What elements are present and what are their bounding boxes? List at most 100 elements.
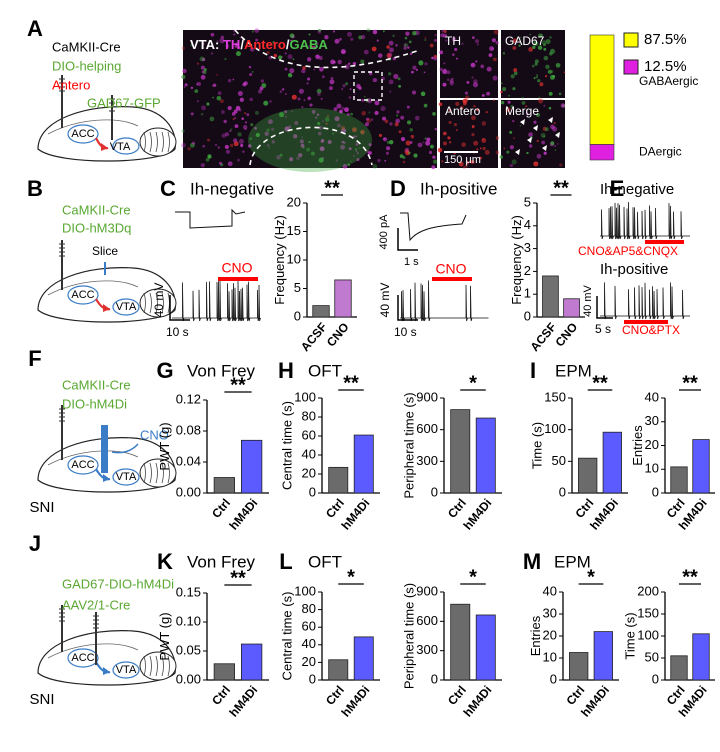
micrograph-cell	[216, 95, 222, 101]
micrograph-cell	[372, 78, 377, 83]
arrow-head	[103, 474, 110, 482]
legend-label: 87.5%	[644, 31, 687, 48]
micrograph-cell	[284, 67, 288, 71]
micrograph-cell	[552, 75, 556, 78]
y-tick-label: 0	[559, 484, 566, 499]
micrograph-cell	[509, 130, 513, 134]
micrograph-cell	[184, 83, 188, 87]
panel-heading: Von Frey	[187, 552, 256, 571]
y-tick-label: 100	[294, 583, 316, 598]
micrograph-cell	[481, 93, 485, 97]
micrograph-cell	[269, 100, 272, 103]
micrograph-cell	[377, 158, 381, 163]
micrograph-cell	[450, 77, 454, 81]
micrograph-cell	[202, 42, 205, 45]
micrograph-cell	[383, 137, 386, 140]
micrograph-cell	[392, 34, 395, 38]
micrograph-cell	[243, 81, 248, 86]
micrograph-cell	[320, 97, 323, 100]
micrograph-cell	[386, 53, 392, 59]
micrograph-cell	[533, 120, 537, 124]
micrograph-cell	[511, 159, 517, 165]
micrograph-cell	[486, 91, 491, 96]
micrograph-cell	[224, 144, 229, 149]
micrograph-cell	[344, 107, 349, 113]
panel-heading: OFT	[308, 552, 342, 571]
micrograph-cell	[536, 74, 539, 77]
micrograph-cell	[296, 156, 300, 161]
micrograph-cell	[510, 74, 515, 79]
micrograph-cell	[298, 153, 303, 158]
micrograph-cell	[350, 37, 354, 41]
micrograph-cell	[445, 39, 448, 42]
micrograph-cell	[237, 158, 240, 162]
micrograph-cell	[347, 163, 351, 167]
micrograph-cell	[372, 29, 378, 35]
micrograph-cell	[217, 146, 220, 149]
micrograph-cell	[534, 62, 538, 66]
micrograph-cell	[317, 122, 321, 126]
micrograph-cell	[181, 74, 186, 80]
micrograph-cell	[488, 53, 493, 57]
micrograph-cell	[479, 147, 482, 150]
y-tick-label: 40	[543, 583, 557, 598]
micrograph-cell	[396, 114, 399, 117]
micrograph-cell	[405, 31, 410, 36]
micrograph-cell	[476, 148, 479, 151]
y-axis-label: Central time (s)	[280, 592, 295, 681]
panel-heading: EPM	[554, 552, 591, 571]
micrograph-cell	[320, 139, 324, 144]
micrograph-cell	[499, 155, 503, 159]
micrograph-cell	[293, 134, 298, 139]
micrograph-cell	[476, 108, 480, 112]
label: SNI	[29, 499, 54, 516]
micrograph-cell	[549, 48, 556, 54]
micrograph-cell	[351, 127, 357, 133]
micrograph-cell	[287, 72, 293, 78]
panel-heading: EPM	[555, 361, 592, 380]
cno-cannula	[101, 425, 108, 473]
micrograph-cell	[443, 62, 446, 65]
micrograph-cell	[459, 105, 464, 110]
micrograph-cell	[272, 41, 275, 44]
significance-label: **	[230, 567, 246, 589]
y-tick-label: 150	[544, 389, 566, 404]
micrograph-cell	[312, 45, 317, 50]
label: VTA	[110, 141, 131, 153]
micrograph-cell	[250, 123, 254, 127]
micrograph-cell	[284, 115, 287, 118]
label: Slice	[92, 244, 118, 258]
micrograph-cell	[348, 147, 352, 151]
micrograph-cell	[260, 79, 264, 83]
micrograph-cell	[344, 64, 350, 70]
y-tick-label: 300	[416, 642, 438, 657]
micrograph-cell	[350, 160, 352, 163]
micrograph-cell	[368, 71, 373, 76]
micrograph-cell	[354, 147, 358, 151]
micrograph-cell	[224, 132, 230, 137]
arrowhead	[527, 137, 532, 143]
micrograph-cell	[417, 142, 423, 148]
micrograph-cell	[387, 72, 392, 76]
micrograph-cell	[449, 81, 455, 86]
panel-letter: D	[390, 176, 406, 201]
cerebellum-fold	[143, 131, 146, 153]
micrograph-cell	[550, 141, 555, 146]
micrograph-title-part: VTA:	[190, 37, 223, 52]
cortex-line	[47, 119, 139, 135]
y-tick-label: 0	[309, 671, 316, 686]
micrograph-cell	[528, 47, 533, 52]
micrograph-cell	[248, 65, 252, 69]
micrograph-cell	[358, 86, 362, 90]
micrograph-cell	[397, 77, 401, 81]
micrograph-cell	[455, 101, 460, 106]
micrograph-cell	[464, 164, 468, 168]
micrograph-cell	[332, 30, 336, 33]
micrograph-cell	[308, 140, 311, 144]
panel-heading: OFT	[308, 361, 342, 380]
micrograph-cell	[538, 98, 544, 104]
micrograph-cell	[368, 151, 372, 155]
micrograph-cell	[251, 30, 255, 33]
micrograph-cell	[443, 131, 447, 136]
bar	[563, 298, 580, 318]
